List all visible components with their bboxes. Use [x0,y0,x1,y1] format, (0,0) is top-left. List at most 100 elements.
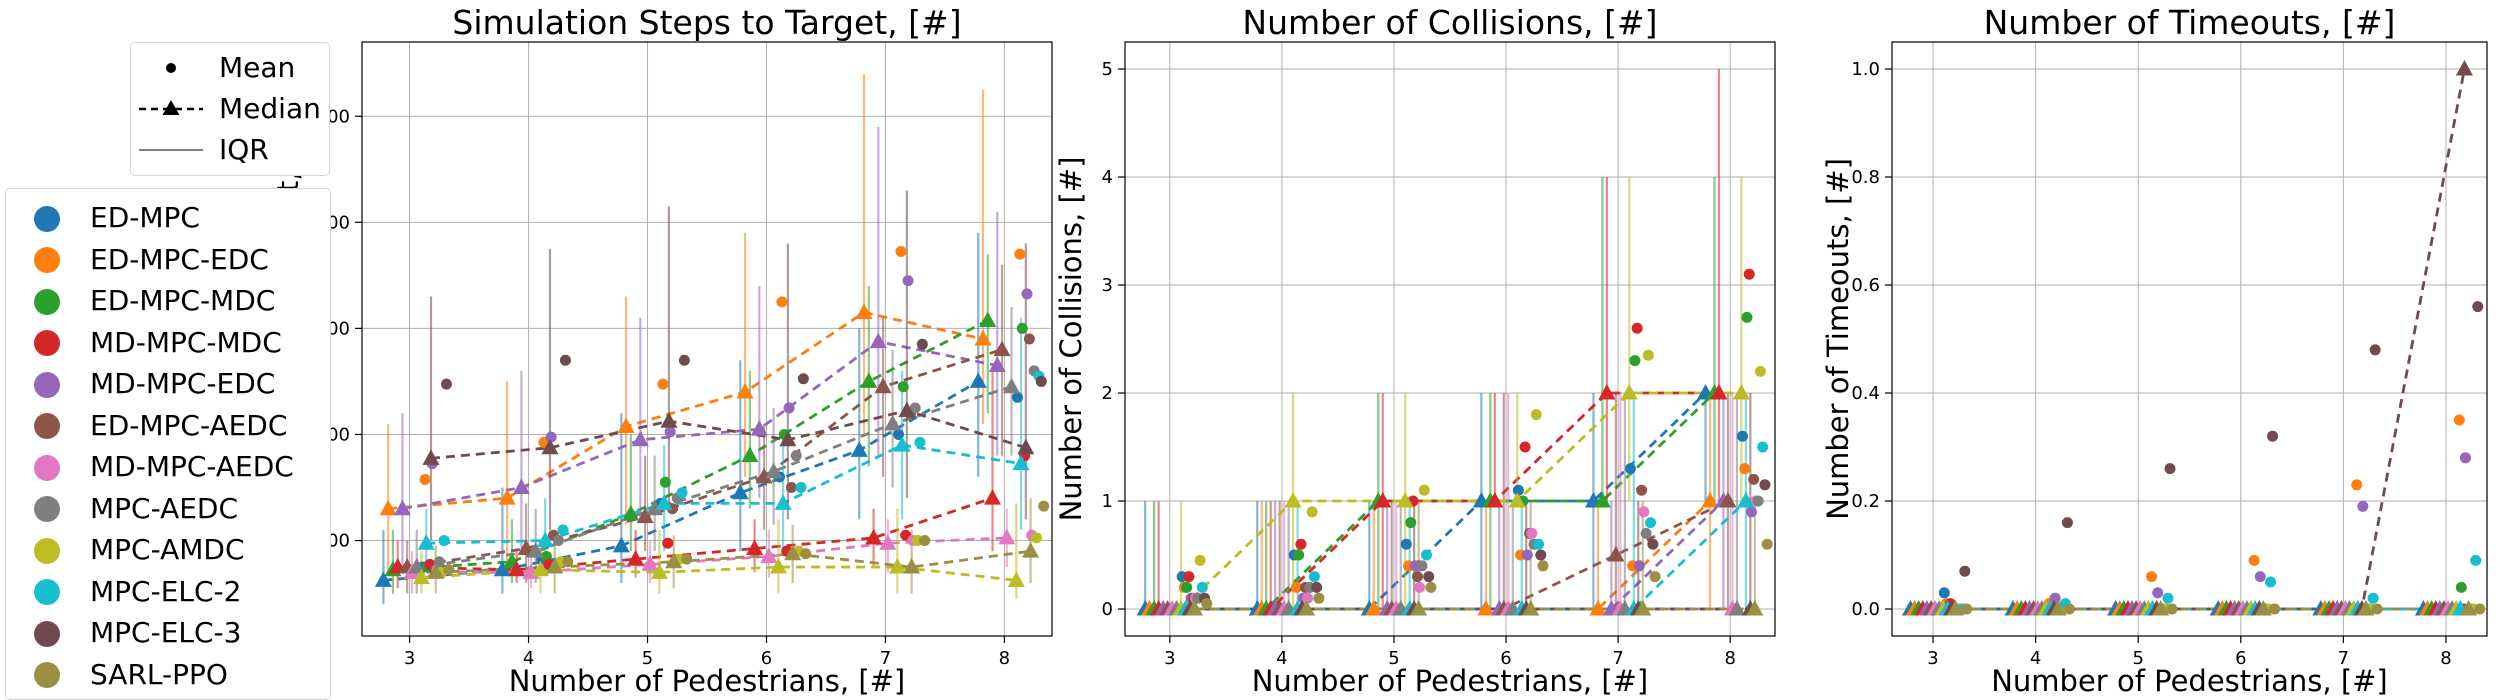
chart-title: Simulation Steps to Target, [#] [452,3,961,42]
median-line [430,409,1027,460]
iqr-line-icon [139,148,203,151]
median-line [1163,499,1725,611]
model-legend-label: ED-MPC-MDC [90,284,276,317]
median-point [1017,438,1035,455]
mean-point [1649,571,1661,583]
mean-point [2369,344,2381,356]
markers-ed-mpc-mdc [1910,581,2467,616]
y-tick-label: 0.2 [1851,491,1880,512]
median-point [374,571,392,587]
y-tick-label: 1 [1102,491,1113,512]
style-legend-item-median: Median [131,92,321,125]
mean-point [2367,592,2379,604]
median-point [1410,600,1428,616]
legend-color-dot-icon [34,454,60,481]
series-mpc-elc-3 [1951,68,2466,611]
median-point [612,536,630,553]
model-legend-item-mpc-elc-2: MPC-ELC-2 [6,575,241,608]
model-legend-item-md-mpc-mdc: MD-MPC-MDC [6,326,282,359]
mean-point [2371,603,2383,615]
median-point [493,560,511,577]
y-axis-label: Number of Collisions, [#] [1054,157,1088,522]
marker-style-legend: Mean Median IQR [130,42,330,176]
mean-point [1412,571,1423,583]
y-tick-label: 5 [1102,59,1113,80]
x-tick-label: 5 [642,648,653,669]
y-tick-label: 0.0 [1851,599,1880,620]
mean-point [2248,554,2260,566]
mean-point [1012,391,1023,403]
median-point [769,558,787,574]
mean-point [562,556,574,568]
median-point [650,563,668,579]
median-line [416,385,1012,569]
mean-point [895,245,907,257]
mean-point [2472,301,2484,313]
mean-point [1526,527,1538,539]
x-axis-label: Number of Pedestrians, [#] [509,664,906,698]
median-point [427,563,445,579]
markers-sarl-ppo [1947,600,2486,616]
model-legend-label: ED-MPC [90,201,200,234]
y-tick-label: 0.4 [1851,383,1880,404]
median-point [631,430,649,447]
median-point [1284,492,1302,508]
model-legend: ED-MPC ED-MPC-EDC ED-MPC-MDC MD-MPC-MDC MD-M… [5,188,331,700]
plot-area [1136,69,1773,616]
mean-point [797,373,809,385]
model-legend-label: MD-MPC-EDC [90,367,276,400]
model-legend-item-mpc-aedc: MPC-AEDC [6,492,238,525]
median-line [383,380,979,582]
legend-color-dot-icon [34,330,60,356]
x-axis-label: Number of Pedestrians, [#] [1991,664,2388,698]
median-point [1719,492,1737,508]
median-point [1003,377,1021,394]
model-legend-label: MPC-ELC-2 [90,574,242,608]
mean-point [1512,484,1524,496]
mean-point [681,553,693,565]
y-tick-label: 1.0 [1851,59,1880,80]
markers-ed-mpc-edc [1141,463,1751,616]
mean-point [1761,538,1773,550]
mean-point [1938,587,1950,599]
mean-point [1519,441,1531,453]
median-point [2357,600,2375,616]
style-legend-item-iqr: IQR [131,133,269,166]
mean-point [1638,506,1650,518]
plot-frame [1891,41,2488,637]
legend-color-dot-icon [34,288,60,315]
median-point [655,494,673,510]
mean-point [552,535,564,547]
median-point [779,430,797,447]
mean-point [1535,549,1547,561]
legend-color-dot-icon [34,413,60,439]
series-mpc-elc-2 [425,317,1023,573]
mean-point [1739,463,1751,475]
mean-point [783,402,795,414]
model-legend-item-sarl-ppo: SARL-PPO [6,658,228,691]
mean-point [897,381,909,393]
chart-panel-3: 3 4 5 6 7 8 0.0 0.2 0.4 0.6 0.8 1.0 Number of Timeou… [1821,3,2488,698]
model-legend-label: MPC-AEDC [90,491,239,525]
mean-point [1201,598,1213,610]
markers-ed-mpc-mdc [384,311,1028,577]
median-point [988,356,1006,373]
mean-point [1016,322,1028,334]
legend-color-dot-icon [34,662,60,688]
mean-point [1645,517,1657,529]
median-line [426,443,1022,545]
markers-mpc-elc-3 [422,338,1047,465]
mean-point [1194,554,1206,566]
markers-ed-mpc-edc [379,245,1026,516]
median-point [1508,492,1526,508]
chart-panel-1: 34567840060080010001200Simulation Steps … [271,3,1053,698]
mean-point [1631,322,1643,334]
model-legend-label: MD-MPC-AEDC [90,450,294,483]
y-tick-label: 4 [1102,167,1113,188]
mean-point [659,476,671,488]
mean-point [2162,592,2174,604]
median-point [498,489,516,505]
mean-point [2455,581,2467,593]
y-tick-label: 0.8 [1851,167,1880,188]
y-tick-label: 2 [1102,383,1113,404]
